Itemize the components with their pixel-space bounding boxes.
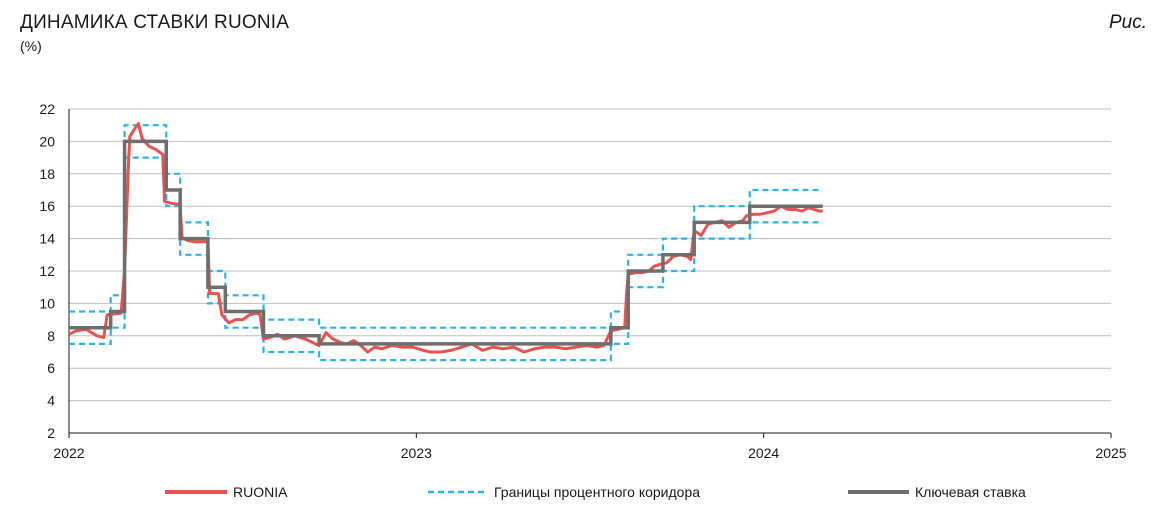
x-tick-label: 2025 (1095, 445, 1126, 461)
y-tick-label: 8 (47, 328, 55, 344)
legend-label-key-rate: Ключевая ставка (915, 484, 1026, 500)
corridor-upper-line (69, 124, 823, 329)
y-tick-label: 18 (39, 166, 55, 182)
figure-label: Рис. (1108, 12, 1147, 33)
y-tick-label: 22 (39, 101, 55, 117)
x-tick-label: 2023 (401, 445, 432, 461)
y-tick-label: 6 (47, 360, 55, 376)
y-tick-label: 2 (47, 425, 55, 441)
grid-lines (69, 108, 1111, 402)
x-tick-label: 2022 (53, 445, 84, 461)
y-tick-label: 10 (39, 295, 55, 311)
y-tick-label: 12 (39, 263, 55, 279)
legend: RUONIA Границы процентного коридора Ключ… (165, 484, 1026, 500)
series-group (68, 122, 823, 362)
key-rate-line (69, 139, 823, 346)
legend-label-ruonia: RUONIA (233, 484, 288, 500)
y-unit-label: (%) (20, 38, 42, 54)
x-tick-label: 2024 (748, 445, 779, 461)
y-tick-label: 20 (39, 133, 55, 149)
y-tick-label: 14 (39, 231, 55, 247)
corridor-lower-line (69, 156, 823, 362)
ruonia-line (68, 122, 823, 354)
legend-label-corridor: Границы процентного коридора (494, 484, 700, 500)
y-tick-label: 16 (39, 198, 55, 214)
y-tick-label: 4 (47, 393, 55, 409)
chart-title: ДИНАМИКА СТАВКИ RUONIA (20, 12, 290, 33)
